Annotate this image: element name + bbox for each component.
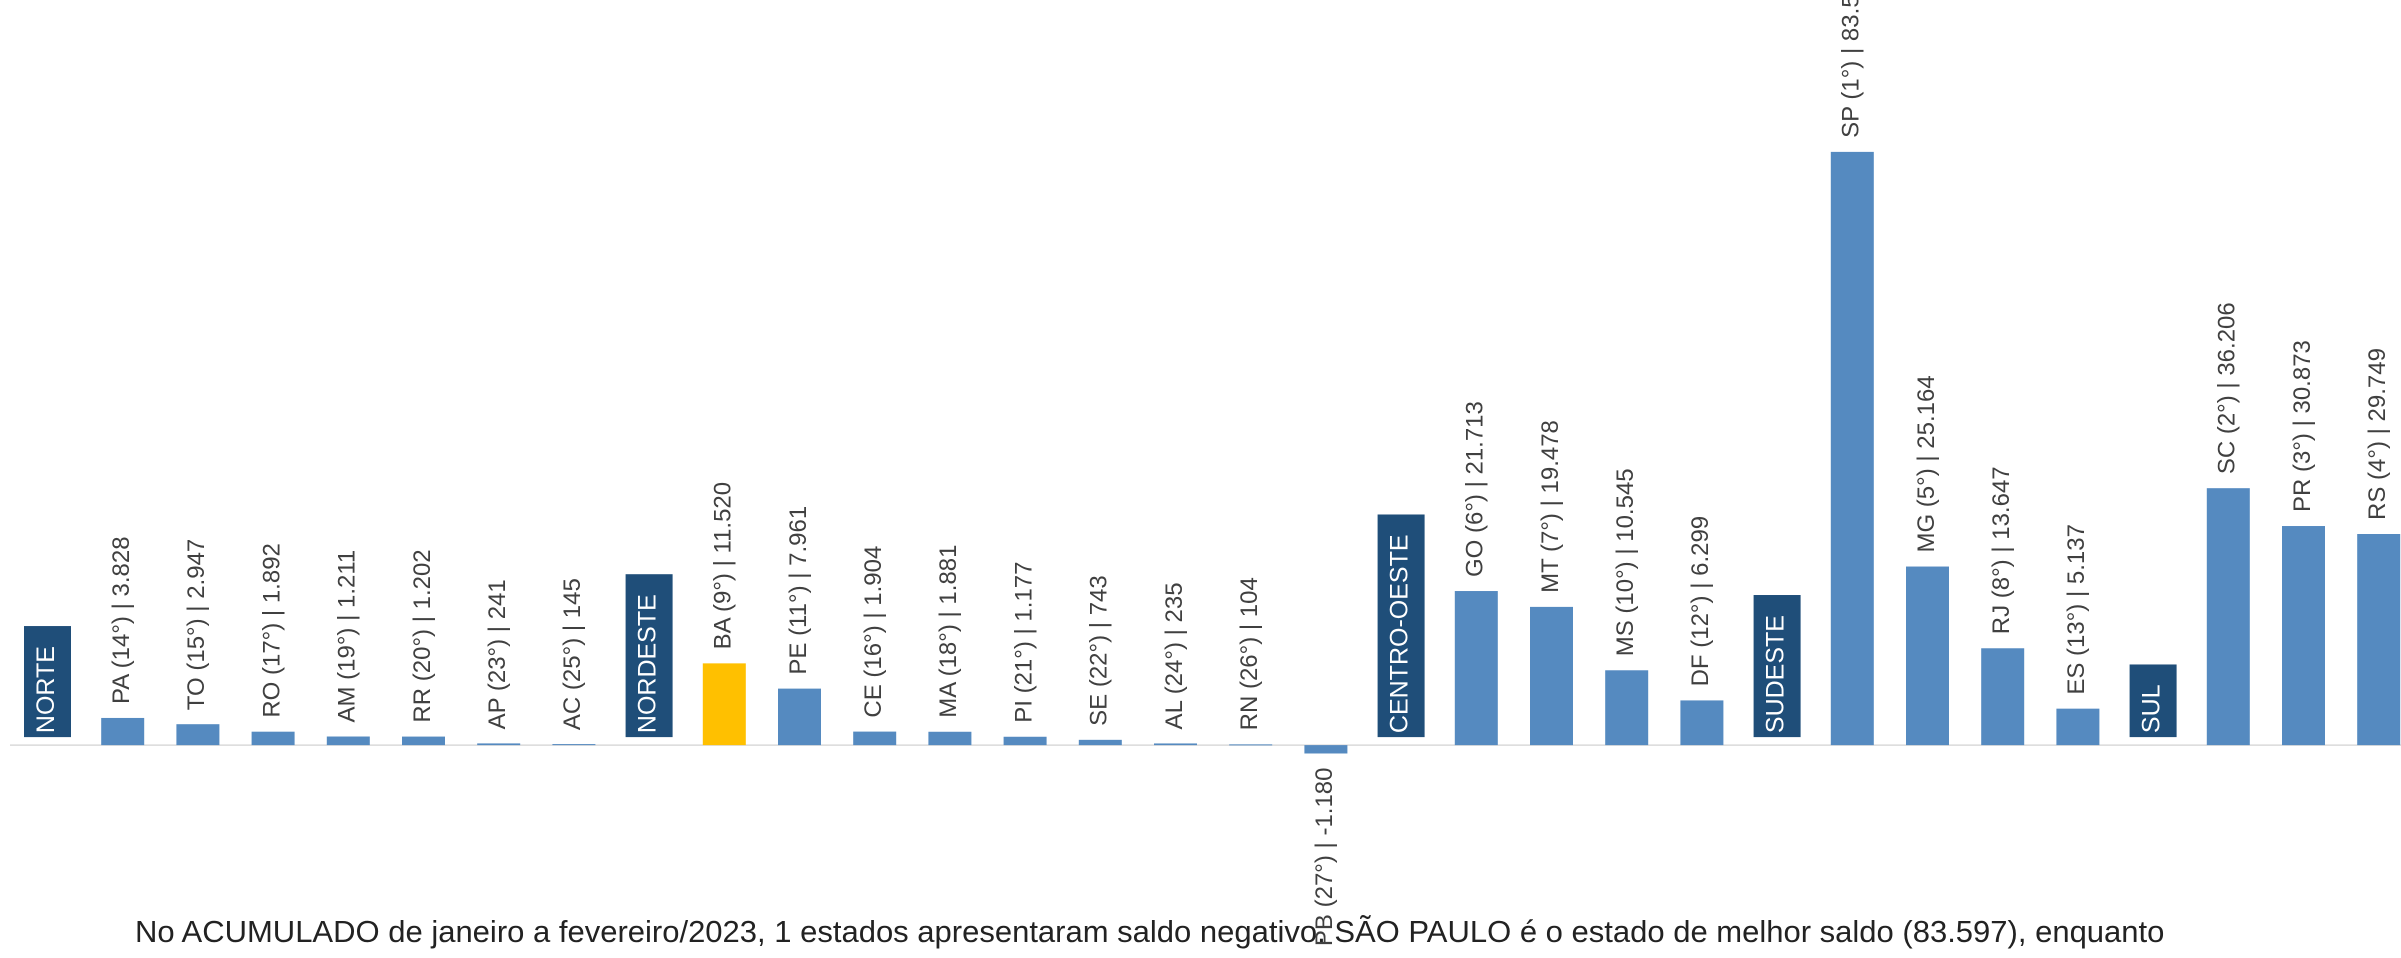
value-label: MA (18°) | 1.881 xyxy=(935,545,962,718)
bar xyxy=(928,731,972,746)
value-label: DF (12°) | 6.299 xyxy=(1687,516,1714,687)
note: No ACUMULADO de janeiro a fevereiro/2023… xyxy=(135,914,2164,949)
region-box xyxy=(24,626,71,738)
bar xyxy=(326,736,370,746)
region-box xyxy=(625,574,673,738)
value-label: PA (14°) | 3.828 xyxy=(108,536,135,703)
bar xyxy=(251,731,295,746)
value-label: MT (7°) | 19.478 xyxy=(1537,420,1564,593)
bar xyxy=(778,688,821,746)
bar xyxy=(1154,743,1197,746)
region-label: SUDESTE xyxy=(1762,615,1790,733)
region-label: NORDESTE xyxy=(634,594,662,733)
value-label: PR (3°) | 30.873 xyxy=(2289,340,2316,512)
bar xyxy=(477,743,521,746)
bar xyxy=(1530,606,1573,746)
region-box xyxy=(1753,595,1801,738)
bar xyxy=(1454,591,1498,746)
value-label: SC (2°) | 36.206 xyxy=(2214,302,2241,474)
value-label: AP (23°) | 241 xyxy=(484,579,511,729)
bar xyxy=(1003,736,1047,746)
bar xyxy=(1981,648,2025,746)
region-box xyxy=(1377,514,1425,738)
value-label: BA (9°) | 11.520 xyxy=(710,482,737,649)
bar xyxy=(552,744,596,746)
region-label: SUL xyxy=(2138,684,2166,733)
bar xyxy=(1830,151,1874,746)
bar xyxy=(2056,708,2100,746)
region-label: CENTRO-OESTE xyxy=(1386,534,1414,733)
value-label: RR (20°) | 1.202 xyxy=(409,549,436,722)
value-label: PI (21°) | 1.177 xyxy=(1010,562,1037,723)
bar xyxy=(702,663,746,746)
bar xyxy=(1229,744,1273,746)
value-label: MG (5°) | 25.164 xyxy=(1913,375,1940,552)
region-label: NORTE xyxy=(32,646,60,733)
value-label: ES (13°) | 5.137 xyxy=(2063,524,2090,695)
value-label: AL (24°) | 235 xyxy=(1161,582,1188,729)
value-label: RO (17°) | 1.892 xyxy=(258,543,285,718)
value-label: RN (26°) | 104 xyxy=(1236,577,1263,730)
value-label: RJ (8°) | 13.647 xyxy=(1988,466,2015,634)
bar xyxy=(402,736,445,746)
bar xyxy=(2357,534,2401,746)
bar xyxy=(1605,670,1649,746)
value-label: AM (19°) | 1.211 xyxy=(334,550,361,723)
region-box xyxy=(2129,664,2177,738)
bar xyxy=(1304,745,1348,754)
bar xyxy=(1680,700,1724,746)
value-label: CE (16°) | 1.904 xyxy=(860,546,887,718)
bar xyxy=(853,731,897,746)
bar xyxy=(1906,566,1949,746)
value-label: GO (6°) | 21.713 xyxy=(1462,401,1489,577)
value-label: SE (22°) | 743 xyxy=(1086,575,1113,726)
bar xyxy=(1078,739,1122,746)
value-label: RS (4°) | 29.749 xyxy=(2364,348,2391,520)
value-label: TO (15°) | 2.947 xyxy=(183,539,210,710)
bar xyxy=(2282,526,2325,746)
value-label: AC (25°) | 145 xyxy=(559,578,586,730)
bar xyxy=(176,724,220,746)
value-label: PE (11°) | 7.961 xyxy=(785,506,812,675)
value-label: SP (1°) | 83.597 xyxy=(1838,0,1865,138)
value-label: PB (27°) | -1.180 xyxy=(1311,767,1338,946)
value-label: MS (10°) | 10.545 xyxy=(1612,468,1639,656)
bar xyxy=(2206,488,2250,746)
bar xyxy=(101,717,145,746)
